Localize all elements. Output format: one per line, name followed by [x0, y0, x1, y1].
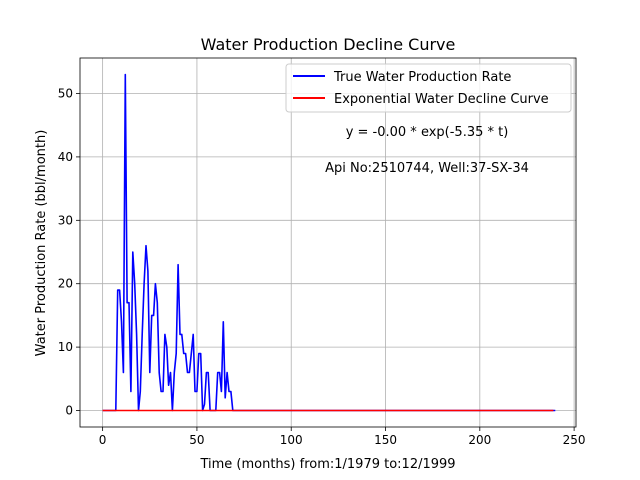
well-annotation: Api No:2510744, Well:37-SX-34: [325, 161, 529, 176]
x-axis-ticks: 0 50 100 150 200 250: [99, 427, 586, 447]
x-tick-label: 200: [468, 433, 491, 447]
x-tick-label: 0: [99, 433, 107, 447]
y-tick-label: 20: [58, 277, 73, 291]
y-tick-label: 50: [58, 87, 73, 101]
y-tick-label: 30: [58, 213, 73, 227]
x-axis-label: Time (months) from:1/1979 to:12/1999: [199, 457, 455, 472]
y-tick-label: 10: [58, 340, 73, 354]
chart-title: Water Production Decline Curve: [201, 35, 456, 54]
grid: [80, 58, 576, 427]
y-tick-label: 40: [58, 150, 73, 164]
x-tick-label: 250: [563, 433, 586, 447]
legend: True Water Production Rate Exponential W…: [285, 63, 572, 113]
y-tick-label: 0: [65, 404, 73, 418]
legend-label-decline-curve: Exponential Water Decline Curve: [334, 92, 549, 107]
equation-annotation: y = -0.00 * exp(-5.35 * t): [346, 125, 509, 140]
legend-box: [285, 63, 572, 113]
y-axis-ticks: 0 10 20 30 40 50: [58, 87, 80, 418]
x-tick-label: 150: [374, 433, 397, 447]
legend-label-true-rate: True Water Production Rate: [333, 70, 511, 85]
y-axis-label: Water Production Rate (bbl/month): [34, 130, 49, 357]
series-layer: [102, 73, 556, 412]
axes-frame: [79, 57, 577, 428]
true-water-production-rate-line: [102, 73, 556, 412]
x-tick-label: 50: [189, 433, 204, 447]
x-tick-label: 100: [280, 433, 303, 447]
